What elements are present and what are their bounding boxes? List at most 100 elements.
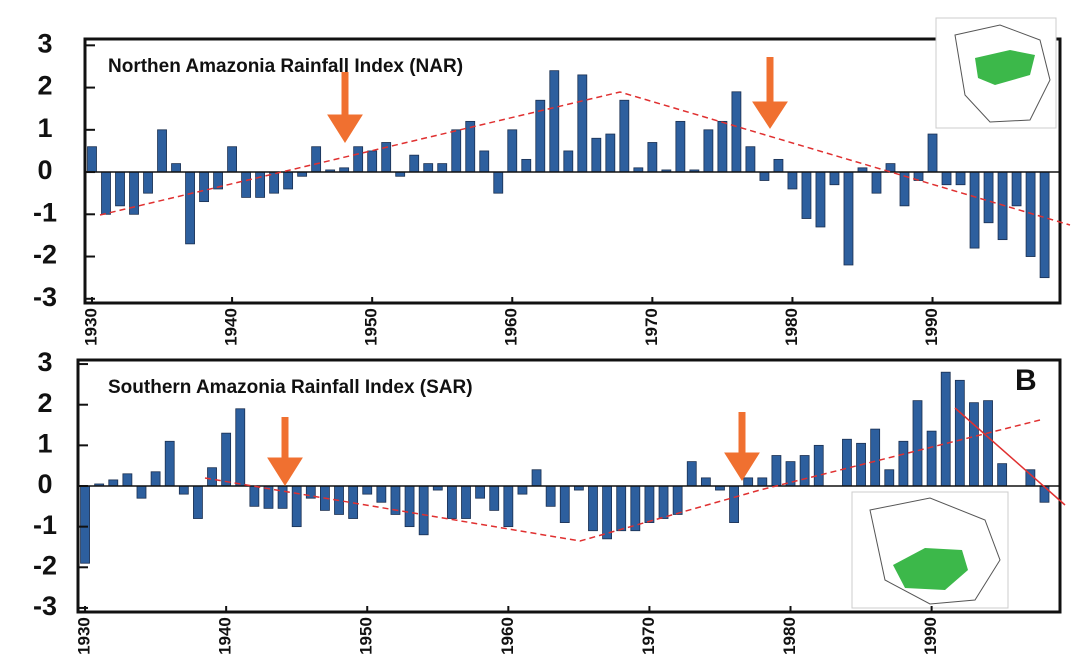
bar [277, 485, 288, 509]
y-tick-label: -3 [33, 591, 57, 621]
bar [1039, 171, 1050, 279]
bar [362, 485, 373, 495]
bar [178, 485, 189, 495]
bar [545, 485, 556, 507]
bar [503, 485, 514, 528]
bar [283, 171, 294, 190]
x-tick-label: 1970 [642, 308, 661, 346]
bar [870, 428, 881, 487]
bar [969, 402, 979, 487]
bar [227, 146, 237, 173]
bar [675, 120, 686, 173]
bar [759, 171, 770, 181]
bar [884, 469, 895, 487]
bar [842, 438, 852, 487]
bar [605, 133, 616, 173]
bar [997, 463, 1008, 487]
bar [588, 485, 598, 532]
bar [249, 485, 260, 507]
bar [235, 408, 246, 487]
x-tick-label: 1990 [921, 617, 940, 655]
bar [731, 91, 742, 173]
bar [927, 133, 938, 173]
bar [658, 485, 669, 519]
bar [912, 400, 923, 487]
bar [743, 477, 754, 487]
bar [955, 171, 966, 186]
bar [672, 485, 683, 515]
x-tick-label: 1960 [502, 308, 521, 346]
x-tick-label: 1970 [639, 617, 658, 655]
x-tick-label: 1950 [357, 617, 376, 655]
bar [926, 430, 937, 487]
bar [969, 171, 980, 249]
bar [647, 142, 658, 173]
bar [143, 171, 153, 194]
bar [954, 379, 965, 487]
x-tick-label: 1940 [222, 308, 241, 346]
bar [164, 440, 175, 487]
bar [531, 469, 542, 487]
bar [157, 129, 167, 173]
map-inset [935, 17, 1057, 129]
x-tick-label: 1930 [75, 617, 94, 655]
x-tick-label: 1990 [922, 308, 941, 346]
bar [521, 158, 532, 173]
chart-title: Northen Amazonia Rainfall Index (NAR) [108, 56, 463, 77]
chart-title: Southern Amazonia Rainfall Index (SAR) [108, 377, 473, 398]
bar [423, 163, 434, 173]
x-tick-label: 1930 [81, 308, 100, 346]
bar [489, 485, 500, 511]
y-tick-label: -2 [33, 240, 57, 270]
bar [703, 129, 714, 173]
trend-line [954, 407, 1066, 506]
bar [87, 146, 97, 173]
bar [437, 163, 448, 173]
bar [193, 485, 203, 519]
y-tick-label: -1 [33, 510, 57, 540]
bar [898, 440, 909, 487]
bar [983, 400, 993, 487]
bar [757, 477, 768, 487]
bar [207, 467, 217, 487]
bar [843, 171, 854, 266]
bar [376, 485, 387, 503]
bar [108, 479, 119, 487]
bar [700, 477, 711, 487]
bar [717, 120, 728, 173]
annotation: B [1015, 364, 1037, 397]
x-tick-label: 1950 [362, 308, 381, 346]
bar [101, 171, 111, 215]
bar [729, 485, 739, 523]
bar [616, 485, 627, 532]
bar [418, 485, 429, 536]
bar [185, 171, 195, 245]
bar [409, 154, 420, 173]
bar [446, 485, 457, 519]
map-inset [851, 491, 1009, 609]
y-tick-label: 2 [37, 71, 52, 101]
bar [941, 171, 952, 186]
bar [311, 146, 322, 173]
bar [563, 150, 574, 173]
bar [475, 485, 486, 499]
x-tick-label: 1940 [216, 617, 235, 655]
bar [1039, 485, 1050, 503]
bar [150, 471, 161, 487]
bar [559, 485, 570, 523]
bar [619, 99, 630, 173]
y-tick-label: 2 [37, 388, 52, 418]
bar [787, 171, 798, 190]
bar [171, 163, 181, 173]
bar [799, 455, 810, 487]
bar [122, 473, 133, 487]
bar [80, 485, 90, 564]
y-tick-label: 1 [37, 113, 52, 143]
bar [644, 485, 655, 523]
bar [686, 461, 697, 487]
bar [199, 171, 209, 203]
bar [493, 171, 504, 194]
bar [479, 150, 490, 173]
bar [255, 171, 266, 198]
trend-line [99, 91, 1071, 226]
